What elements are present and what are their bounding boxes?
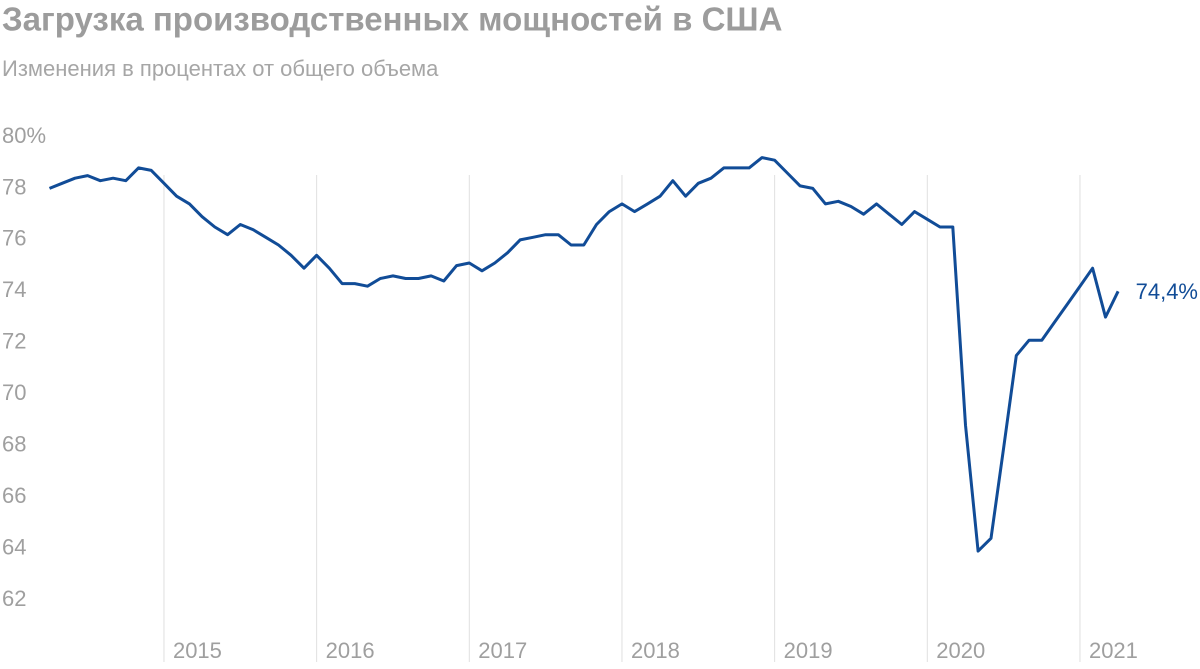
y-tick-label: 64: [2, 534, 26, 559]
chart-title: Загрузка производственных мощностей в СШ…: [2, 1, 782, 38]
y-tick-label: 80%: [2, 123, 46, 148]
x-tick-label: 2016: [326, 638, 375, 663]
x-tick-label: 2020: [936, 638, 985, 663]
y-tick-label: 72: [2, 329, 26, 354]
x-tick-label: 2019: [784, 638, 833, 663]
x-tick-label: 2015: [173, 638, 222, 663]
chart-subtitle: Изменения в процентах от общего объема: [2, 56, 439, 81]
y-tick-label: 70: [2, 380, 26, 405]
x-tick-label: 2017: [478, 638, 527, 663]
y-tick-label: 76: [2, 226, 26, 251]
x-tick-label: 2018: [631, 638, 680, 663]
y-tick-label: 66: [2, 483, 26, 508]
y-tick-label: 74: [2, 277, 26, 302]
x-tick-label: 2021: [1089, 638, 1138, 663]
data-line: [48, 156, 1120, 553]
y-tick-label: 78: [2, 174, 26, 199]
y-tick-label: 62: [2, 586, 26, 611]
y-tick-label: 68: [2, 431, 26, 456]
end-label: 74,4%: [1136, 279, 1198, 304]
